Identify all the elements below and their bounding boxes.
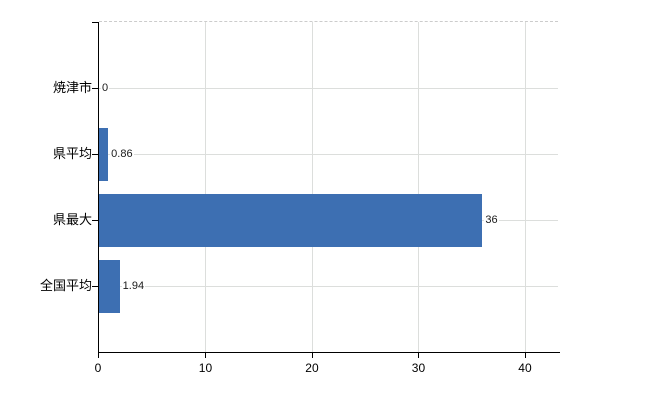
gridline-vertical <box>524 22 526 352</box>
y-tick-mark <box>92 154 99 155</box>
gridline-vertical <box>418 22 420 352</box>
x-tick-mark <box>98 353 99 358</box>
bar <box>99 193 483 247</box>
x-tick-label: 40 <box>518 361 532 375</box>
category-label: 県最大 <box>52 212 92 227</box>
x-tick-label: 10 <box>198 361 213 375</box>
x-tick-mark <box>418 353 420 358</box>
gridline-horizontal <box>99 286 558 287</box>
gridline-vertical <box>205 22 207 352</box>
bar <box>99 259 120 313</box>
bar <box>99 127 109 181</box>
y-axis-line <box>98 22 99 353</box>
gridline-horizontal <box>99 88 558 89</box>
x-tick-mark <box>205 353 207 358</box>
gridline-vertical <box>311 22 313 352</box>
bar-value-label: 0.86 <box>110 147 134 161</box>
x-tick-mark <box>524 353 526 358</box>
bar-value-label: 1.94 <box>121 279 146 293</box>
x-tick-label: 20 <box>305 361 319 375</box>
category-label: 焼津市 <box>52 80 92 95</box>
x-tick-mark <box>311 353 313 358</box>
x-axis-line <box>98 352 560 353</box>
y-tick-mark <box>92 286 99 287</box>
x-tick-label: 30 <box>411 361 426 375</box>
gridline-horizontal <box>99 154 558 155</box>
plot-top-border <box>99 21 558 22</box>
bar-value-label: 0 <box>101 81 110 95</box>
category-label: 全国平均 <box>39 278 92 293</box>
x-tick-label: 0 <box>94 361 102 375</box>
y-tick-mark <box>92 220 99 221</box>
category-label: 県平均 <box>52 146 92 161</box>
bar-value-label: 36 <box>484 213 499 227</box>
y-tick-mark <box>92 88 99 89</box>
y-tick-mark <box>92 22 99 23</box>
